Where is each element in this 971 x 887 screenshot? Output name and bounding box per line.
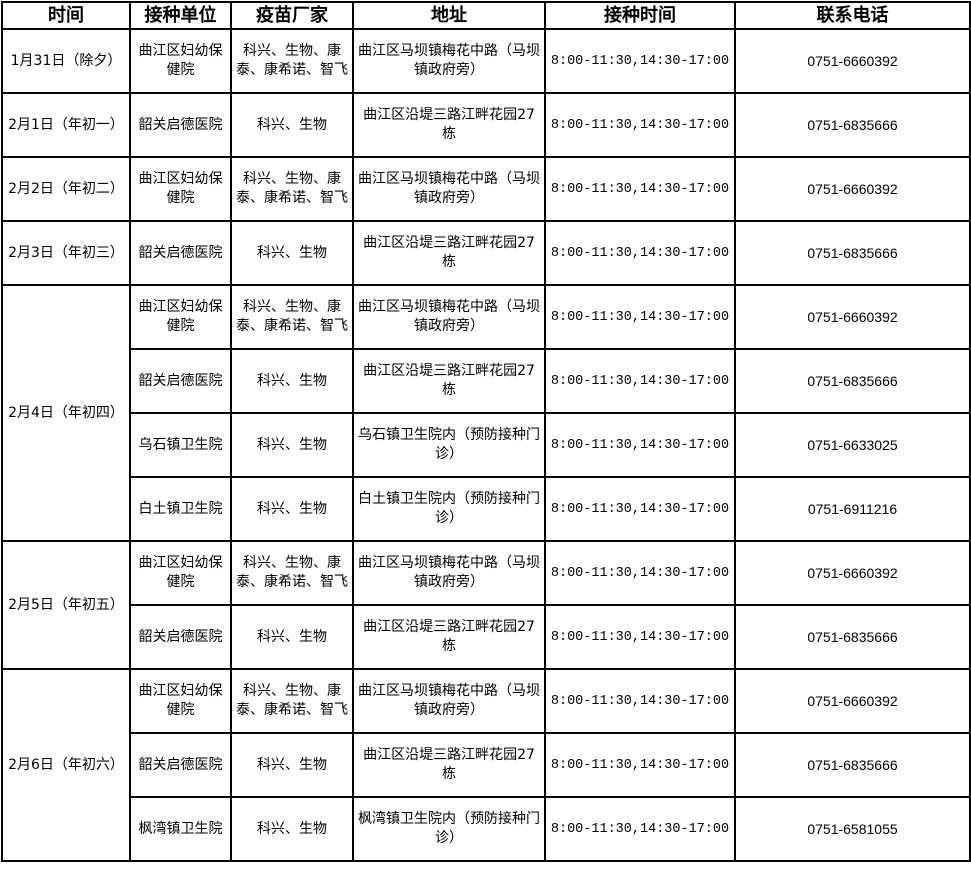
table-row: 2月2日（年初二） 曲江区妇幼保健院 科兴、生物、康泰、康希诺、智飞 曲江区马坝镇梅花… — [1, 156, 971, 222]
vendor-cell: 科兴、生物 — [230, 220, 354, 286]
phone-cell: 0751-6835666 — [734, 92, 971, 158]
vendor-cell: 科兴、生物 — [230, 796, 354, 862]
table-row: 白土镇卫生院 科兴、生物 白土镇卫生院内（预防接种门诊） 8:00-11:30,14:… — [2, 476, 971, 542]
vendor-cell: 科兴、生物、康泰、康希诺、智飞 — [230, 156, 354, 222]
phone-cell: 0751-6835666 — [734, 348, 971, 414]
table-row: 2月3日（年初三） 韶关启德医院 科兴、生物 曲江区沿堤三路江畔花园27栋 8:00-1… — [1, 220, 971, 286]
vendor-cell: 科兴、生物 — [230, 348, 354, 414]
table-row: 2月5日（年初五） 曲江区妇幼保健院 科兴、生物、康泰、康希诺、智飞 曲江区马坝镇梅花… — [1, 540, 971, 670]
phone-cell: 0751-6660392 — [734, 28, 971, 94]
unit-cell: 韶关启德医院 — [129, 348, 232, 414]
header-vendor: 疫苗厂家 — [230, 1, 354, 30]
address-cell: 曲江区马坝镇梅花中路（马坝镇政府旁） — [352, 540, 546, 606]
vaccination-schedule-table: 时间 接种单位 疫苗厂家 地址 接种时间 联系电话 1月31日（除夕） 曲江区妇幼… — [1, 1, 971, 862]
address-cell: 曲江区沿堤三路江畔花园27栋 — [352, 732, 546, 798]
unit-cell: 曲江区妇幼保健院 — [129, 668, 232, 734]
hours-cell: 8:00-11:30,14:30-17:00 — [544, 220, 736, 286]
table-row: 1月31日（除夕） 曲江区妇幼保健院 科兴、生物、康泰、康希诺、智飞 曲江区马坝镇梅花… — [1, 28, 971, 94]
address-cell: 曲江区沿堤三路江畔花园27栋 — [352, 220, 546, 286]
date-cell: 2月1日（年初一） — [1, 92, 131, 158]
table-row: 2月6日（年初六） 曲江区妇幼保健院 科兴、生物、康泰、康希诺、智飞 曲江区马坝镇梅花… — [1, 668, 971, 862]
vendor-cell: 科兴、生物 — [230, 476, 354, 542]
unit-cell: 乌石镇卫生院 — [129, 412, 232, 478]
phone-cell: 0751-6911216 — [734, 476, 971, 542]
table-row: 枫湾镇卫生院 科兴、生物 枫湾镇卫生院内（预防接种门诊） 8:00-11:30,14:… — [2, 796, 971, 862]
hours-cell: 8:00-11:30,14:30-17:00 — [544, 796, 736, 862]
address-cell: 曲江区马坝镇梅花中路（马坝镇政府旁） — [352, 668, 546, 734]
vendor-cell: 科兴、生物、康泰、康希诺、智飞 — [230, 28, 354, 94]
vendor-cell: 科兴、生物 — [230, 604, 354, 670]
header-hours: 接种时间 — [544, 1, 736, 30]
date-cell: 2月2日（年初二） — [1, 156, 131, 222]
header-row: 时间 接种单位 疫苗厂家 地址 接种时间 联系电话 — [1, 1, 971, 30]
vendor-cell: 科兴、生物、康泰、康希诺、智飞 — [230, 284, 354, 350]
unit-cell: 韶关启德医院 — [129, 220, 232, 286]
unit-cell: 曲江区妇幼保健院 — [129, 28, 232, 94]
address-cell: 曲江区马坝镇梅花中路（马坝镇政府旁） — [352, 284, 546, 350]
unit-cell: 曲江区妇幼保健院 — [129, 284, 232, 350]
address-cell: 乌石镇卫生院内（预防接种门诊） — [352, 412, 546, 478]
date-cell: 2月3日（年初三） — [1, 220, 131, 286]
table-row: 乌石镇卫生院 科兴、生物 乌石镇卫生院内（预防接种门诊） 8:00-11:30,14:… — [2, 412, 971, 478]
hours-cell: 8:00-11:30,14:30-17:00 — [544, 604, 736, 670]
hours-cell: 8:00-11:30,14:30-17:00 — [544, 732, 736, 798]
hours-cell: 8:00-11:30,14:30-17:00 — [544, 668, 736, 734]
phone-cell: 0751-6660392 — [734, 156, 971, 222]
header-phone: 联系电话 — [734, 1, 971, 30]
unit-cell: 韶关启德医院 — [129, 732, 232, 798]
phone-cell: 0751-6835666 — [734, 732, 971, 798]
header-address: 地址 — [352, 1, 546, 30]
unit-cell: 曲江区妇幼保健院 — [129, 156, 232, 222]
table-row: 2月4日（年初四） 曲江区妇幼保健院 科兴、生物、康泰、康希诺、智飞 曲江区马坝镇梅花… — [1, 284, 971, 542]
hours-cell: 8:00-11:30,14:30-17:00 — [544, 92, 736, 158]
table-row: 韶关启德医院 科兴、生物 曲江区沿堤三路江畔花园27栋 8:00-11:30,14:3… — [2, 732, 971, 798]
phone-cell: 0751-6660392 — [734, 668, 971, 734]
unit-cell: 白土镇卫生院 — [129, 476, 232, 542]
phone-cell: 0751-6633025 — [734, 412, 971, 478]
hours-cell: 8:00-11:30,14:30-17:00 — [544, 284, 736, 350]
hours-cell: 8:00-11:30,14:30-17:00 — [544, 28, 736, 94]
address-cell: 白土镇卫生院内（预防接种门诊） — [352, 476, 546, 542]
phone-cell: 0751-6835666 — [734, 604, 971, 670]
phone-cell: 0751-6660392 — [734, 284, 971, 350]
header-date: 时间 — [1, 1, 131, 30]
hours-cell: 8:00-11:30,14:30-17:00 — [544, 348, 736, 414]
address-cell: 曲江区沿堤三路江畔花园27栋 — [352, 348, 546, 414]
header-unit: 接种单位 — [129, 1, 232, 30]
vendor-cell: 科兴、生物 — [230, 92, 354, 158]
table-row: 2月1日（年初一） 韶关启德医院 科兴、生物 曲江区沿堤三路江畔花园27栋 8:00-1… — [1, 92, 971, 158]
hours-cell: 8:00-11:30,14:30-17:00 — [544, 156, 736, 222]
unit-cell: 韶关启德医院 — [129, 604, 232, 670]
vendor-cell: 科兴、生物 — [230, 412, 354, 478]
date-cell: 2月6日（年初六） — [1, 668, 131, 862]
vendor-cell: 科兴、生物、康泰、康希诺、智飞 — [230, 668, 354, 734]
vendor-cell: 科兴、生物、康泰、康希诺、智飞 — [230, 540, 354, 606]
date-cell: 2月5日（年初五） — [1, 540, 131, 670]
address-cell: 曲江区沿堤三路江畔花园27栋 — [352, 604, 546, 670]
hours-cell: 8:00-11:30,14:30-17:00 — [544, 476, 736, 542]
date-cell: 1月31日（除夕） — [1, 28, 131, 94]
table-body: 1月31日（除夕） 曲江区妇幼保健院 科兴、生物、康泰、康希诺、智飞 曲江区马坝镇梅花… — [1, 28, 971, 862]
phone-cell: 0751-6581055 — [734, 796, 971, 862]
address-cell: 曲江区马坝镇梅花中路（马坝镇政府旁） — [352, 156, 546, 222]
phone-cell: 0751-6660392 — [734, 540, 971, 606]
address-cell: 曲江区沿堤三路江畔花园27栋 — [352, 92, 546, 158]
unit-cell: 韶关启德医院 — [129, 92, 232, 158]
hours-cell: 8:00-11:30,14:30-17:00 — [544, 540, 736, 606]
hours-cell: 8:00-11:30,14:30-17:00 — [544, 412, 736, 478]
date-cell: 2月4日（年初四） — [1, 284, 131, 542]
address-cell: 曲江区马坝镇梅花中路（马坝镇政府旁） — [352, 28, 546, 94]
unit-cell: 曲江区妇幼保健院 — [129, 540, 232, 606]
vendor-cell: 科兴、生物 — [230, 732, 354, 798]
address-cell: 枫湾镇卫生院内（预防接种门诊） — [352, 796, 546, 862]
phone-cell: 0751-6835666 — [734, 220, 971, 286]
unit-cell: 枫湾镇卫生院 — [129, 796, 232, 862]
table-row: 韶关启德医院 科兴、生物 曲江区沿堤三路江畔花园27栋 8:00-11:30,14:3… — [2, 348, 971, 414]
table-row: 韶关启德医院 科兴、生物 曲江区沿堤三路江畔花园27栋 8:00-11:30,14:3… — [2, 604, 971, 670]
